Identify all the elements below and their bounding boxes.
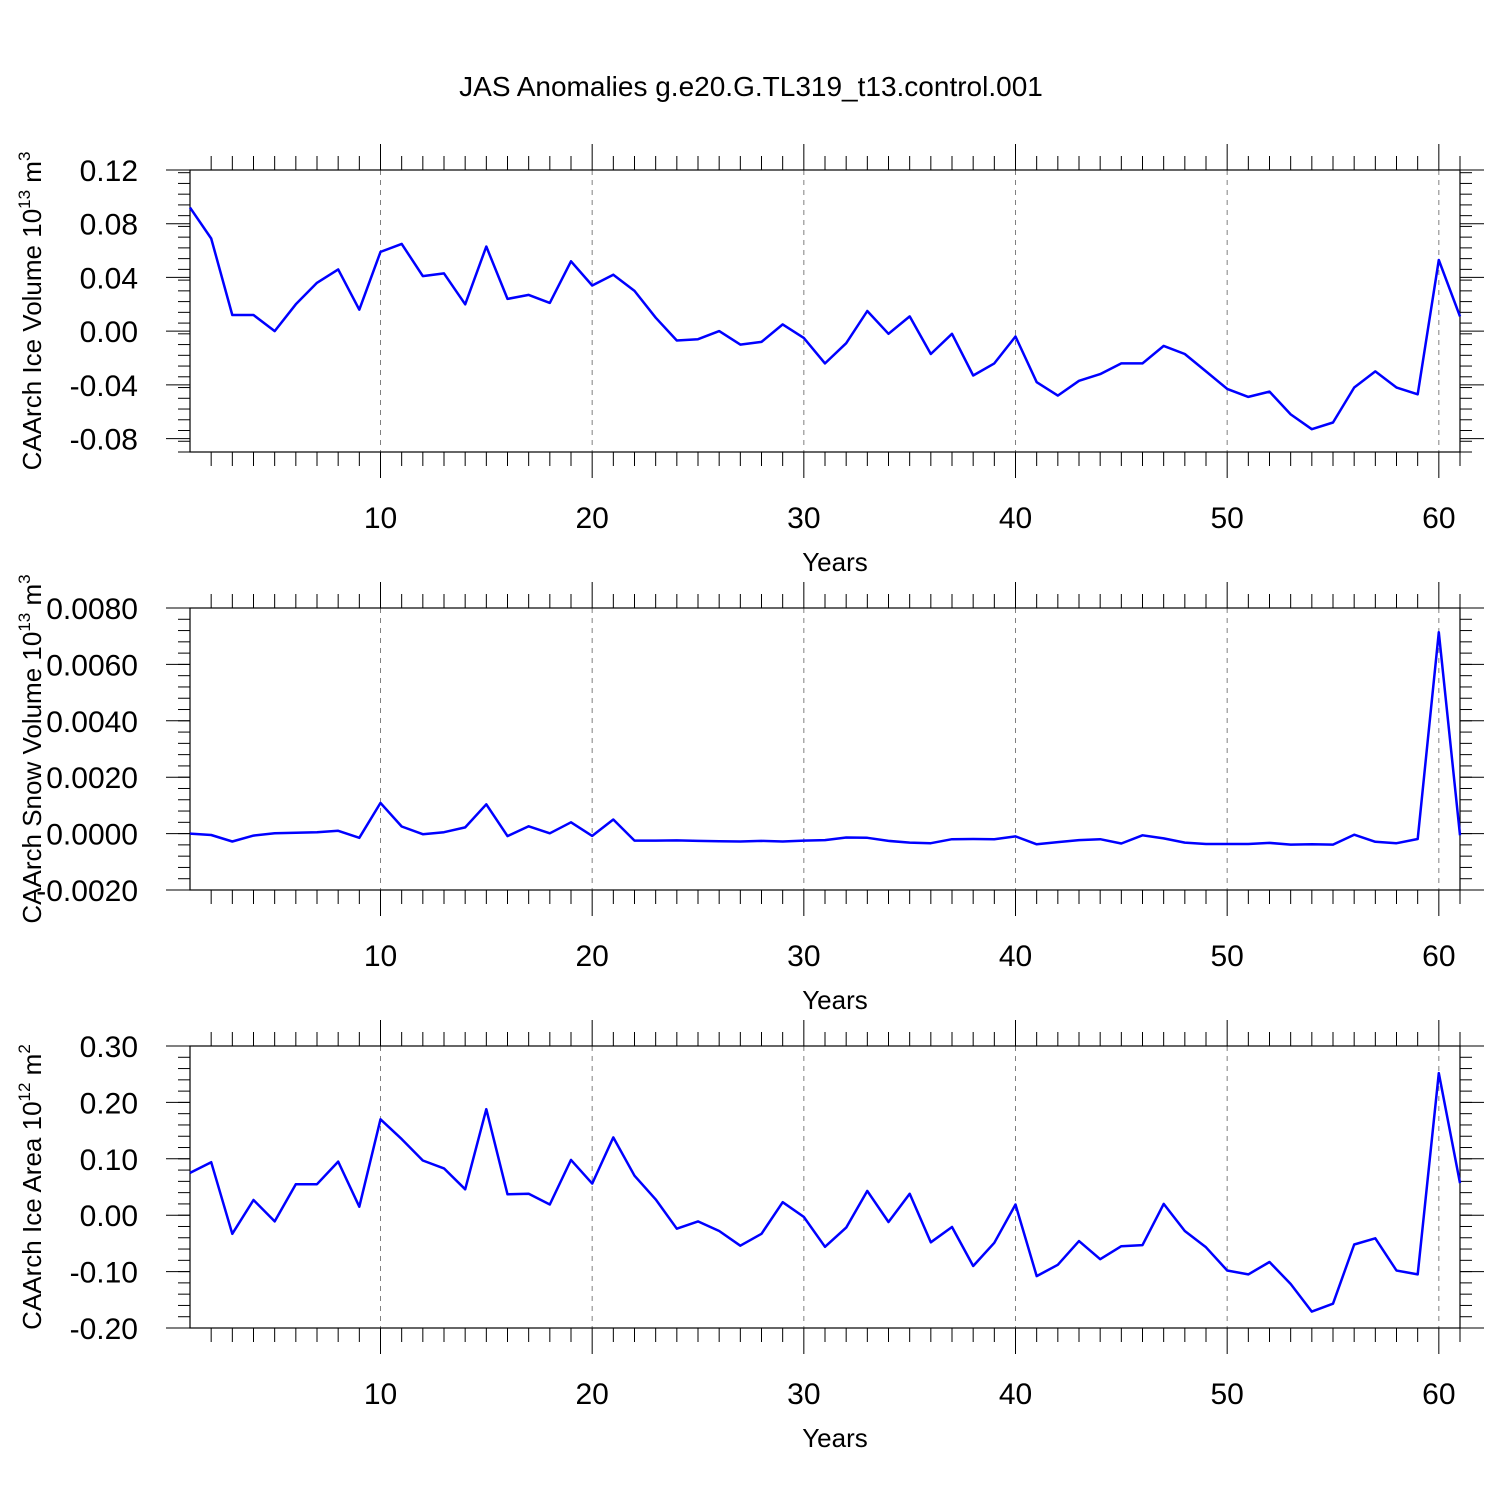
- x-axis-label: Years: [802, 985, 868, 1015]
- x-tick-label: 50: [1210, 1378, 1243, 1411]
- y-tick-label: 0.00: [80, 316, 138, 349]
- x-tick-label: 10: [364, 1378, 397, 1411]
- series-line-1: [189, 631, 1462, 846]
- panel-2: 0.0080 0.0060 0.0040 0.0020 0.0000 -0.0020 10 2…: [15, 574, 1484, 1015]
- y-tick-label: 0.30: [80, 1031, 138, 1064]
- x-tick-label: 20: [575, 1378, 608, 1411]
- y-tick-label: 0.12: [80, 155, 138, 188]
- series-line-1: [188, 206, 1462, 431]
- x-tick-label: 40: [999, 940, 1032, 973]
- panel-1: 0.12 0.08 0.04 0.00 -0.04 -0.08 10 20 30 40 50 60 Ye…: [15, 144, 1484, 577]
- y-axis-label: CAArch Ice Area 1012 m2: [15, 1044, 47, 1330]
- panel-3: 0.30 0.20 0.10 0.00 -0.10 -0.20 10 20 30 40 50 60 Ye…: [15, 1020, 1484, 1453]
- x-tick-label: 40: [999, 1378, 1032, 1411]
- y-tick-label: -0.04: [70, 370, 138, 403]
- y-tick-label: -0.10: [70, 1257, 138, 1290]
- x-axis-label: Years: [802, 1423, 868, 1453]
- x-tick-label: 20: [575, 940, 608, 973]
- x-tick-label: 20: [575, 502, 608, 535]
- y-tick-label: 0.0040: [46, 706, 138, 739]
- y-tick-label: 0.0060: [46, 649, 138, 682]
- x-tick-label: 10: [364, 502, 397, 535]
- y-tick-label: 0.08: [80, 209, 138, 242]
- plot-frame: [189, 607, 1461, 891]
- y-tick-label: 0.20: [80, 1087, 138, 1120]
- x-tick-label: 60: [1422, 940, 1455, 973]
- y-tick-label: 0.0080: [46, 593, 138, 626]
- y-tick-label: 0.0000: [46, 819, 138, 852]
- x-tick-label: 60: [1422, 1378, 1455, 1411]
- plot-frame: [189, 1045, 1461, 1329]
- panels: 0.12 0.08 0.04 0.00 -0.04 -0.08 10 20 30 40 50 60 Ye…: [15, 144, 1484, 1453]
- x-tick-label: 50: [1210, 940, 1243, 973]
- x-tick-label: 30: [787, 940, 820, 973]
- x-axis-label: Years: [802, 547, 868, 577]
- y-tick-label: -0.20: [70, 1313, 138, 1346]
- figure-title: JAS Anomalies g.e20.G.TL319_t13.control.…: [459, 71, 1043, 102]
- x-tick-label: 30: [787, 1378, 820, 1411]
- plot-frame: [189, 169, 1461, 453]
- y-tick-label: -0.08: [70, 424, 138, 457]
- y-tick-label: -0.0020: [36, 875, 138, 908]
- y-tick-label: 0.10: [80, 1144, 138, 1177]
- y-axis-label: CAArch Snow Volume 1013 m3: [15, 574, 47, 923]
- y-tick-label: 0.04: [80, 262, 138, 295]
- y-axis-label: CAArch Ice Volume 1013 m3: [15, 152, 47, 471]
- x-tick-label: 30: [787, 502, 820, 535]
- y-tick-label: 0.00: [80, 1200, 138, 1233]
- x-tick-label: 60: [1422, 502, 1455, 535]
- series-line-1: [189, 1071, 1462, 1313]
- x-tick-label: 40: [999, 502, 1032, 535]
- x-tick-label: 10: [364, 940, 397, 973]
- x-tick-label: 50: [1210, 502, 1243, 535]
- y-tick-label: 0.0020: [46, 762, 138, 795]
